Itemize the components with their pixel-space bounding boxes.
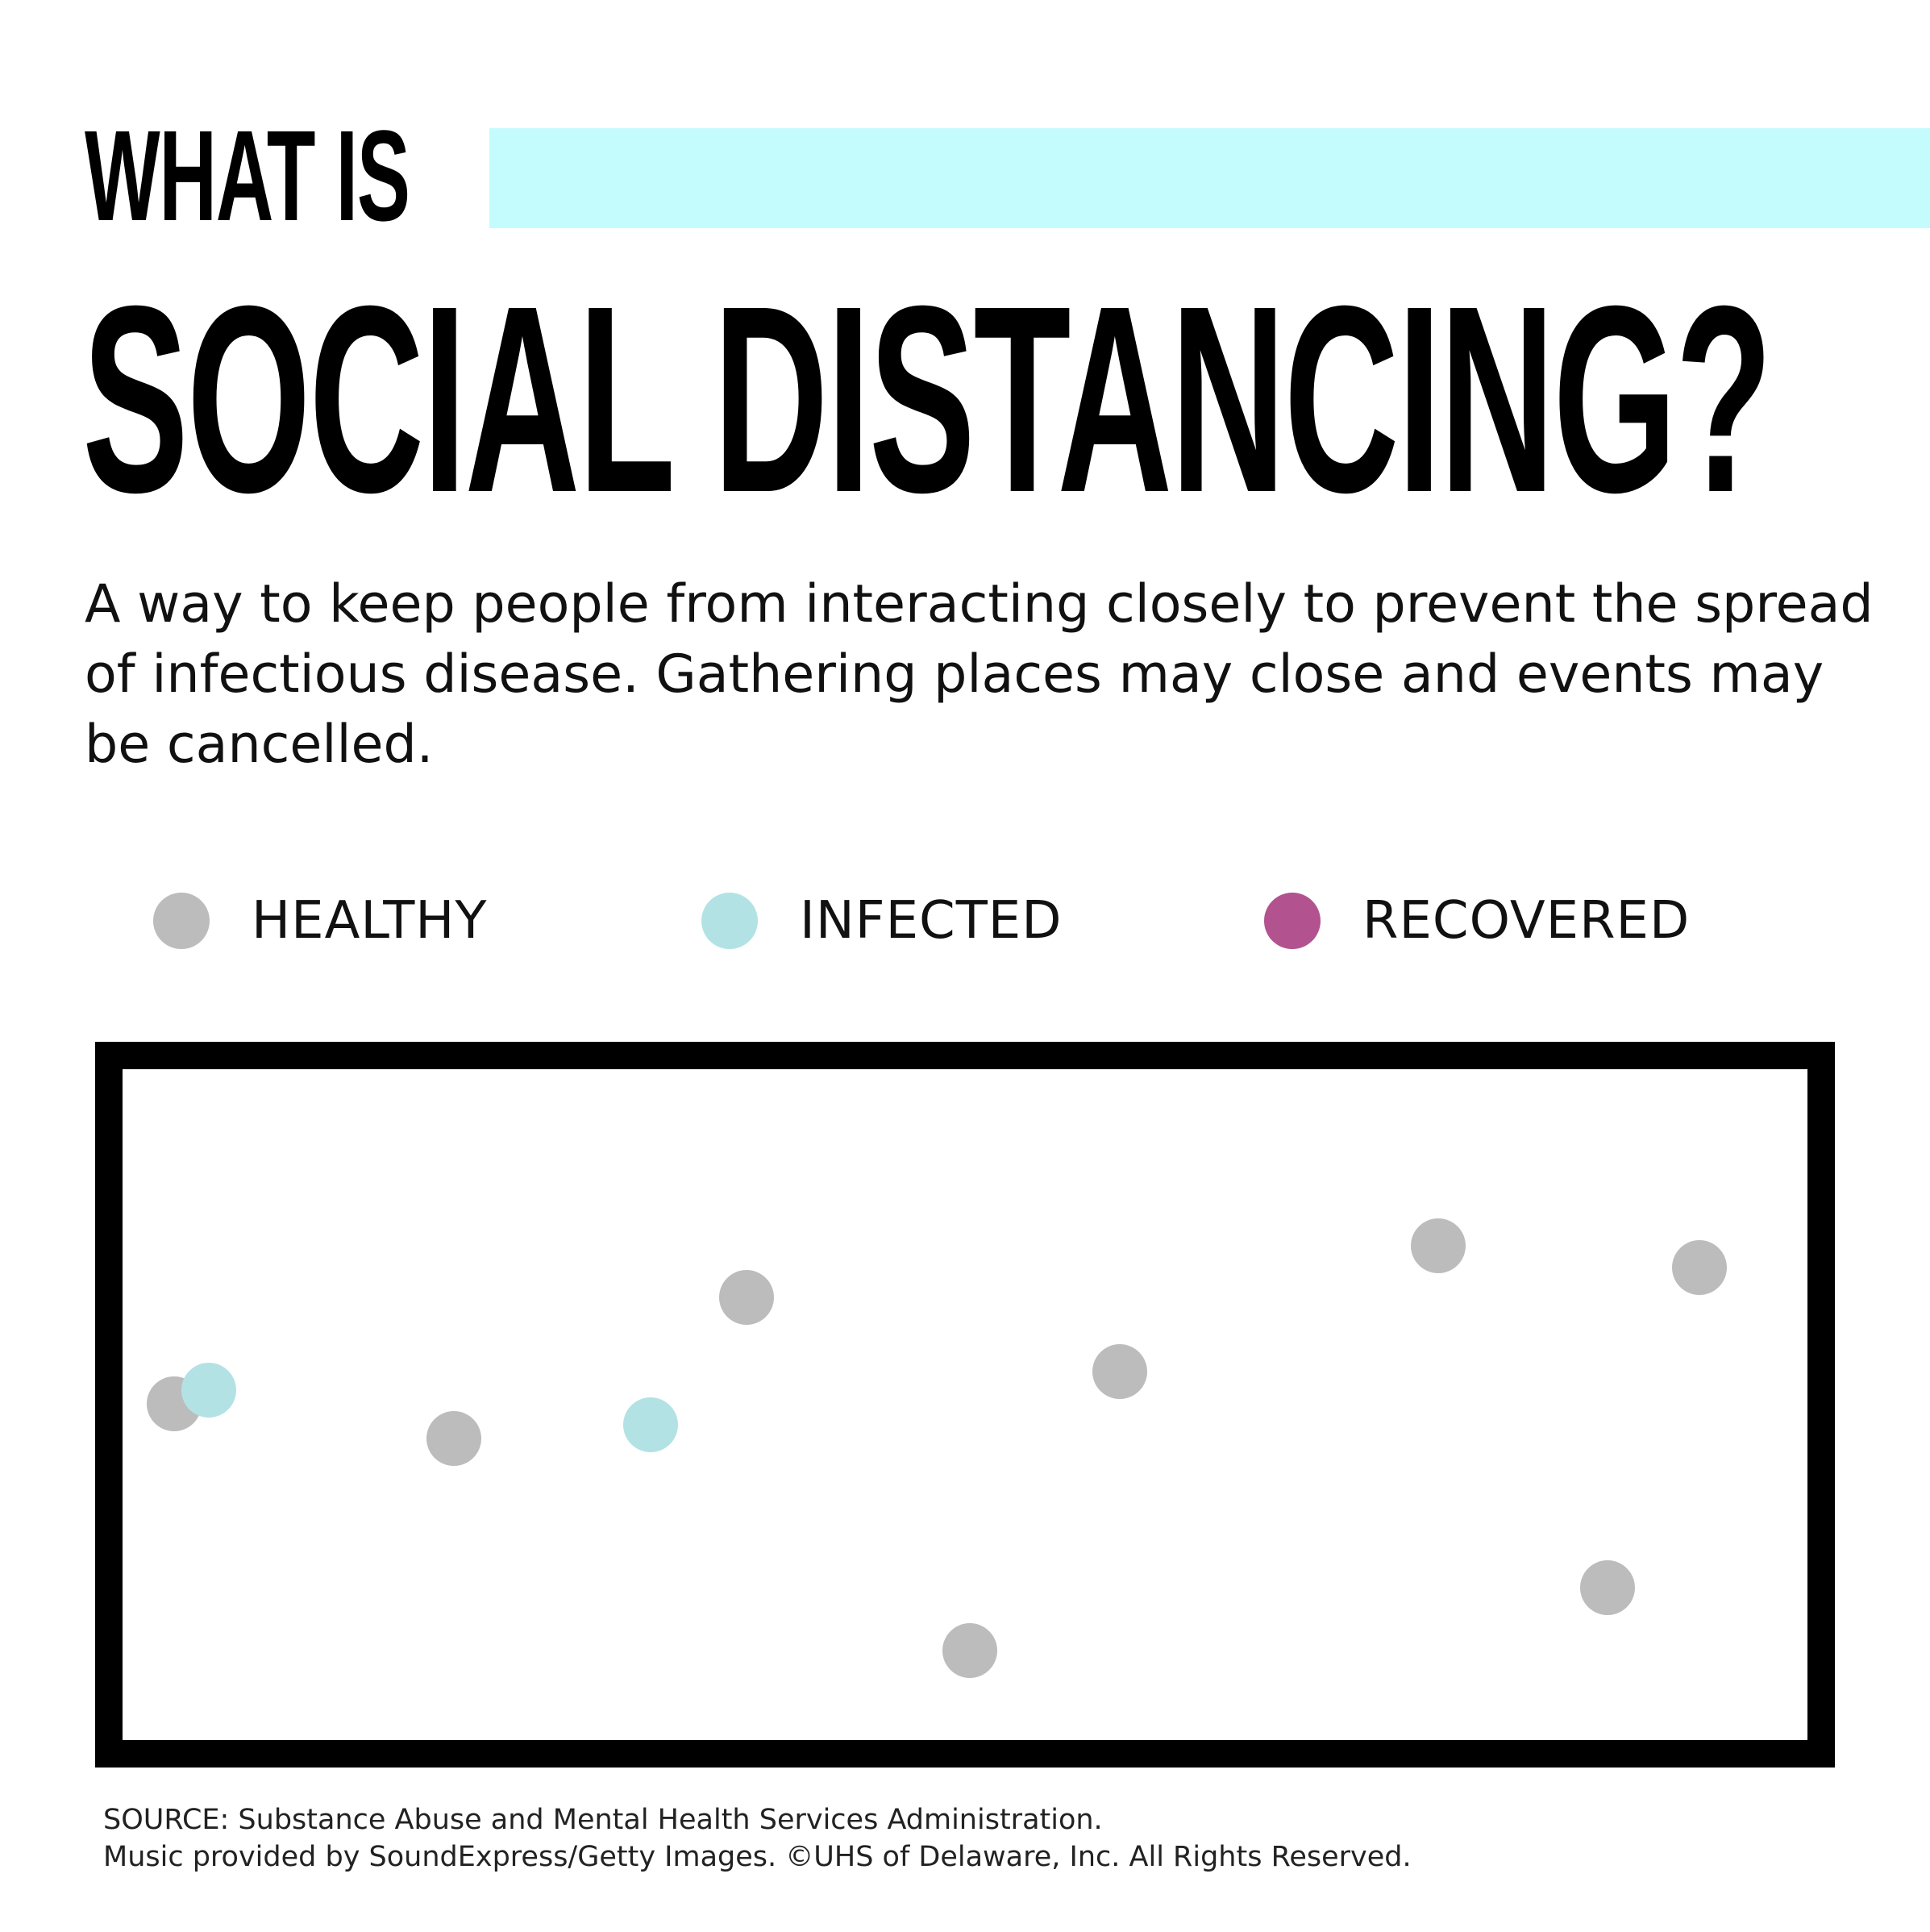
legend-label-infected: INFECTED [800, 891, 1063, 951]
person-dot [623, 1397, 678, 1452]
header-accent-bar [489, 128, 1930, 228]
legend-item-healthy: HEALTHY [153, 891, 488, 951]
recovered-dot-icon [1264, 893, 1321, 949]
person-dot [181, 1363, 236, 1418]
legend-item-recovered: RECOVERED [1264, 891, 1691, 951]
healthy-dot-icon [153, 893, 210, 949]
person-dot [1580, 1560, 1635, 1615]
simulation-canvas [147, 1218, 1727, 1678]
legend-label-recovered: RECOVERED [1362, 891, 1691, 951]
person-dot [719, 1270, 774, 1325]
legend: HEALTHY INFECTED RECOVERED [0, 891, 1930, 951]
source-line: SOURCE: Substance Abuse and Mental Healt… [103, 1804, 1103, 1836]
header-kicker: WHAT IS [85, 103, 410, 248]
legend-item-infected: INFECTED [701, 891, 1063, 951]
person-dot [1672, 1240, 1727, 1295]
page-title: SOCIAL DISTANCING? [82, 250, 1773, 548]
credits-line: Music provided by SoundExpress/Getty Ima… [103, 1841, 1412, 1873]
source-footer: SOURCE: Substance Abuse and Mental Healt… [103, 1801, 1412, 1876]
description-text: A way to keep people from interacting cl… [85, 574, 1874, 775]
simulation-box [95, 1042, 1835, 1768]
legend-label-healthy: HEALTHY [252, 891, 488, 951]
person-dot [426, 1411, 481, 1466]
person-dot [1411, 1218, 1466, 1273]
infected-dot-icon [701, 893, 758, 949]
person-dot [942, 1623, 997, 1678]
person-dot [1092, 1344, 1147, 1399]
